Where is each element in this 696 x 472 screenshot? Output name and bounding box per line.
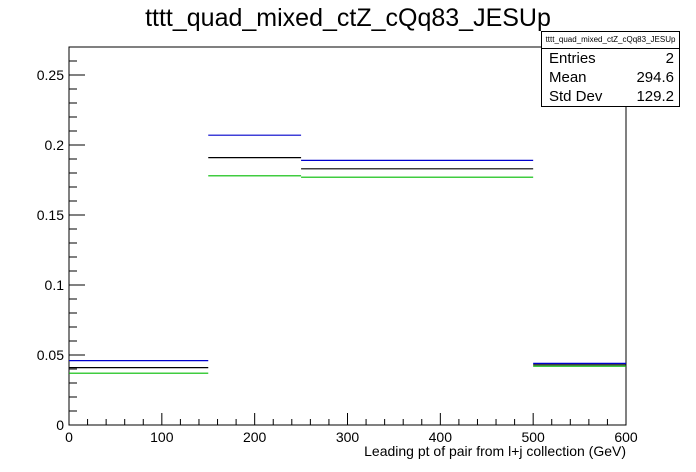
stats-label: Mean (549, 69, 587, 86)
y-tick-label: 0.05 (37, 347, 64, 363)
stats-row-stddev: Std Dev 129.2 (542, 87, 679, 106)
stats-label: Std Dev (549, 88, 603, 105)
histogram-series (69, 134, 626, 374)
stats-value: 2 (665, 50, 674, 67)
x-tick-label: 100 (150, 429, 174, 445)
x-axis-label: Leading pt of pair from l+j collection (… (364, 443, 626, 459)
stats-row-mean: Mean 294.6 (542, 68, 679, 87)
y-tick-label: 0.25 (37, 67, 64, 83)
y-tick-label: 0 (56, 417, 64, 433)
x-tick-label: 400 (429, 429, 453, 445)
y-tick-label: 0.2 (45, 137, 65, 153)
stats-row-entries: Entries 2 (542, 49, 679, 68)
y-tick-label: 0.15 (37, 207, 64, 223)
stats-box-title: tttt_quad_mixed_ctZ_cQq83_JESUp (542, 32, 679, 49)
stats-value: 129.2 (636, 88, 674, 105)
stats-label: Entries (549, 50, 596, 67)
stats-box: tttt_quad_mixed_ctZ_cQq83_JESUp Entries … (541, 31, 680, 107)
y-tick-label: 0.1 (45, 277, 65, 293)
stats-value: 294.6 (636, 69, 674, 86)
x-tick-label: 300 (336, 429, 360, 445)
x-tick-label: 200 (243, 429, 267, 445)
chart-title: tttt_quad_mixed_ctZ_cQq83_JESUp (145, 4, 551, 32)
x-tick-label: 0 (65, 429, 73, 445)
x-tick-label: 600 (614, 429, 638, 445)
x-tick-label: 500 (521, 429, 545, 445)
